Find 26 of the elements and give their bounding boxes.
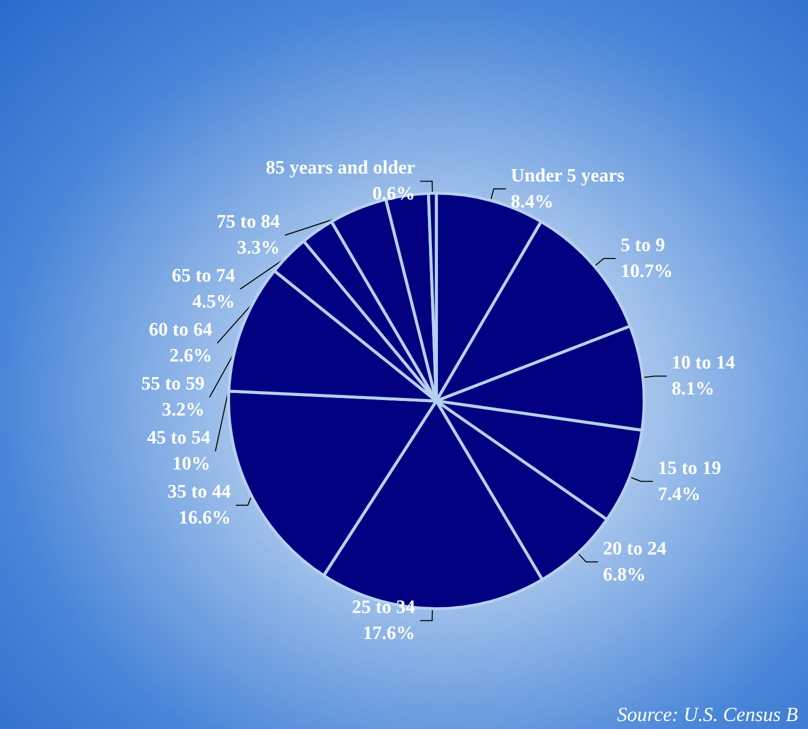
slice-label: 85 years and older	[266, 158, 416, 179]
slice-label: 15 to 19	[658, 458, 722, 479]
data-label: 8.1%	[672, 378, 714, 400]
data-label: 16.6%	[178, 508, 231, 529]
data-label: 2.6%	[170, 346, 212, 367]
data-label: 6.8%	[602, 564, 646, 586]
data-label: 4.5%	[192, 292, 236, 313]
data-label: 10%	[172, 454, 210, 475]
slice-label: 45 to 54	[147, 428, 211, 449]
slice-label: 65 to 74	[172, 266, 236, 287]
slice-label: 5 to 9	[620, 235, 666, 256]
slice-label: 10 to 14	[672, 352, 736, 374]
slice-label: 55 to 59	[141, 374, 205, 395]
slice-label: 60 to 64	[148, 320, 213, 341]
data-label: 0.6%	[372, 184, 416, 205]
data-label: 8.4%	[510, 191, 554, 212]
data-label: 10.7%	[620, 261, 673, 282]
slice-label: 75 to 84	[216, 212, 280, 233]
slice-label: Under 5 years	[510, 165, 624, 186]
slice-label: 35 to 44	[168, 482, 232, 503]
data-label: 3.2%	[162, 400, 205, 421]
data-label: 17.6%	[362, 623, 416, 644]
data-label: 3.3%	[237, 238, 280, 259]
slice-label: 20 to 24	[602, 538, 667, 560]
source-note: Source: U.S. Census B	[617, 704, 798, 726]
data-label: 7.4%	[658, 484, 701, 505]
